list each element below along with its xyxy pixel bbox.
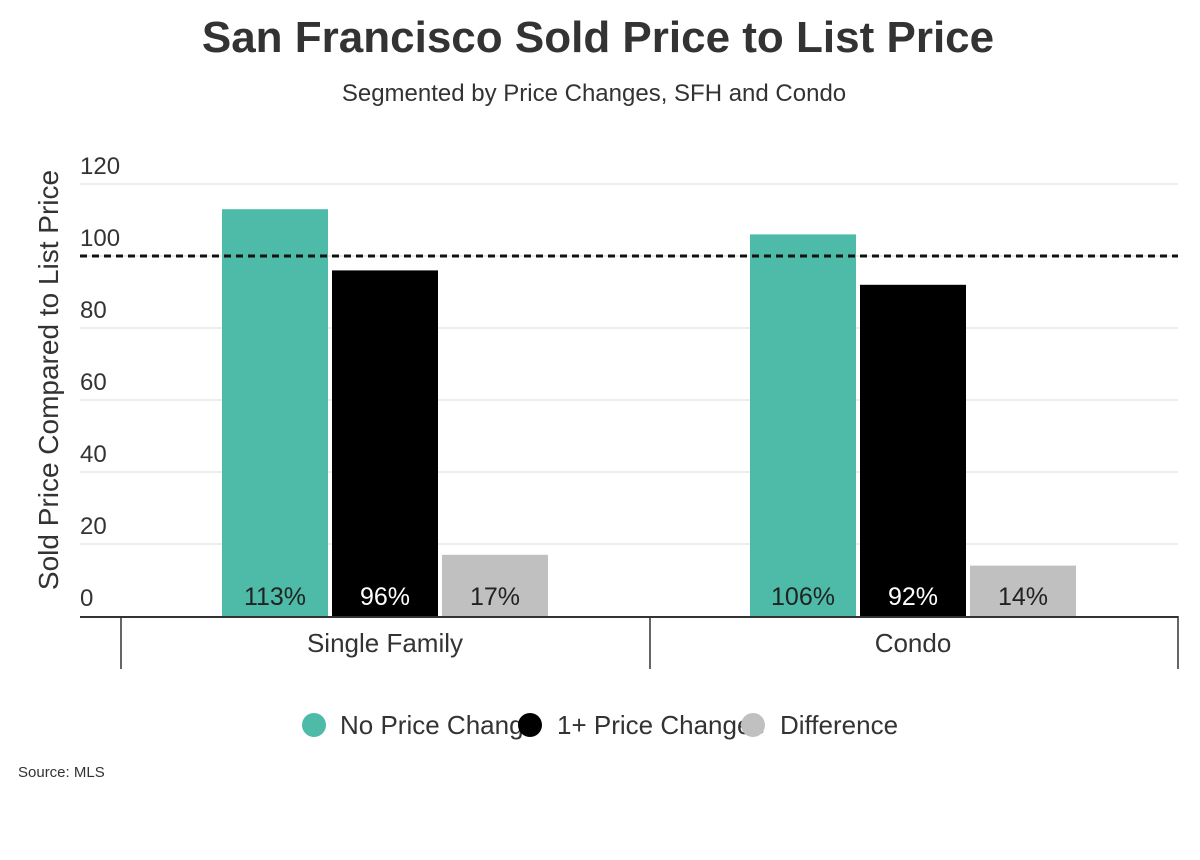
category-labels: Single Family Condo [307, 628, 951, 658]
category-label: Single Family [307, 628, 463, 658]
legend-swatch [302, 713, 326, 737]
x-axis [80, 616, 1179, 669]
legend-label: No Price Change [340, 710, 538, 740]
bar [332, 270, 438, 616]
source-note: Source: MLS [18, 764, 105, 781]
legend-label: Difference [780, 710, 898, 740]
bar [442, 554, 548, 616]
bar [750, 234, 856, 616]
bar [860, 284, 966, 616]
bar-data-label: 17% [470, 583, 520, 611]
data-labels: 113% 96% 17% 106% 92% 14% [244, 583, 1048, 611]
bar [970, 565, 1076, 616]
bar-data-label: 92% [888, 583, 938, 611]
y-axis-ticks: 0 20 40 60 80 100 120 [80, 153, 120, 612]
y-tick-label: 120 [80, 153, 120, 180]
chart-title: San Francisco Sold Price to List Price [202, 13, 994, 62]
chart-subtitle: Segmented by Price Changes, SFH and Cond… [342, 80, 846, 107]
bar-data-label: 96% [360, 583, 410, 611]
bar-data-label: 14% [998, 583, 1048, 611]
legend-label: 1+ Price Changes [557, 710, 764, 740]
legend: No Price Change 1+ Price Changes Differenc… [302, 710, 898, 740]
bar-data-label: 106% [771, 583, 835, 611]
y-tick-label: 80 [80, 297, 107, 324]
category-label: Condo [875, 628, 952, 658]
y-tick-label: 40 [80, 441, 107, 468]
bar-data-label: 113% [244, 583, 306, 611]
y-tick-label: 20 [80, 513, 107, 540]
y-tick-label: 60 [80, 369, 107, 396]
bars [222, 209, 1076, 616]
y-axis-label: Sold Price Compared to List Price [33, 170, 64, 590]
bar [222, 209, 328, 616]
legend-swatch [518, 713, 542, 737]
y-tick-label: 0 [80, 585, 93, 612]
legend-swatch [741, 713, 765, 737]
y-tick-label: 100 [80, 225, 120, 252]
